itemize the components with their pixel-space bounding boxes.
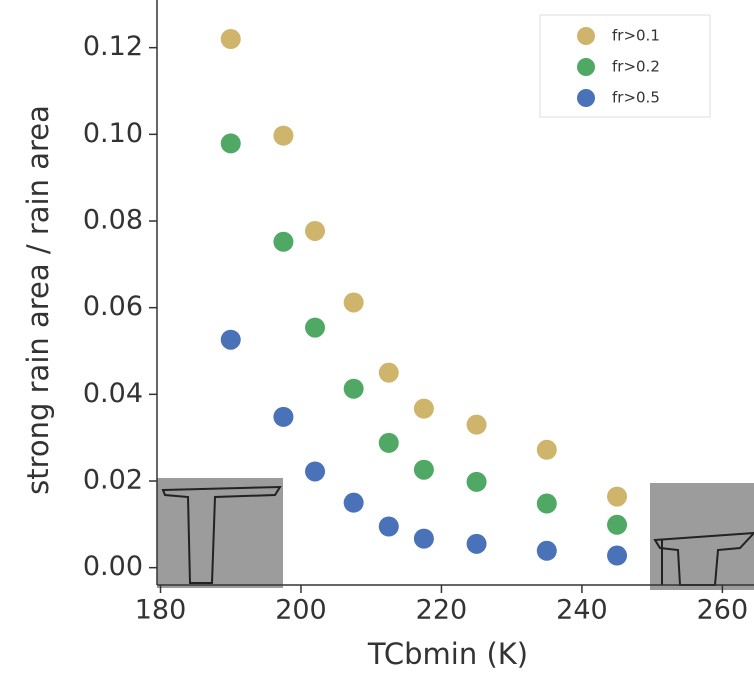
legend-label: fr>0.2 xyxy=(612,58,660,76)
point xyxy=(343,292,364,313)
y-tick-label: 0.06 xyxy=(83,291,143,322)
x-tick-label: 220 xyxy=(416,595,468,626)
point xyxy=(273,406,294,427)
y-tick-label: 0.10 xyxy=(83,118,143,149)
point xyxy=(273,231,294,252)
x-tick-label: 260 xyxy=(697,595,749,626)
y-tick-label: 0.08 xyxy=(83,205,143,236)
legend-marker xyxy=(577,27,595,45)
point xyxy=(413,398,434,419)
point xyxy=(378,362,399,383)
point xyxy=(413,459,434,480)
legend-marker xyxy=(577,58,595,76)
point xyxy=(305,220,326,241)
legend-marker xyxy=(577,89,595,107)
legend-box xyxy=(539,14,711,118)
y-tick-label: 0.12 xyxy=(83,31,143,62)
x-tick-label: 240 xyxy=(556,595,608,626)
point xyxy=(220,29,241,49)
point xyxy=(305,461,326,482)
point xyxy=(607,486,628,507)
point xyxy=(305,317,326,338)
point xyxy=(378,516,399,537)
point xyxy=(466,533,487,554)
y-tick-label: 0.00 xyxy=(83,551,143,582)
point xyxy=(466,414,487,435)
point xyxy=(220,329,241,350)
point xyxy=(607,514,628,535)
point xyxy=(536,540,557,561)
x-tick-label: 180 xyxy=(135,595,187,626)
y-axis-label: strong rain area / rain area xyxy=(21,105,55,495)
x-axis-label: TCbmin (K) xyxy=(367,637,528,671)
legend-label: fr>0.1 xyxy=(612,27,660,45)
thumbnail-left xyxy=(157,478,283,588)
point xyxy=(220,133,241,154)
x-tick-label: 200 xyxy=(275,595,327,626)
point xyxy=(343,378,364,399)
point xyxy=(273,125,294,146)
point xyxy=(536,439,557,460)
thumbnail-right xyxy=(650,483,754,590)
y-tick-label: 0.04 xyxy=(83,378,143,409)
point xyxy=(607,545,628,566)
point xyxy=(378,432,399,453)
legend-label: fr>0.5 xyxy=(612,89,660,107)
y-tick-label: 0.02 xyxy=(83,465,143,496)
point xyxy=(536,493,557,514)
point xyxy=(466,471,487,492)
point xyxy=(413,528,434,549)
point xyxy=(343,492,364,513)
